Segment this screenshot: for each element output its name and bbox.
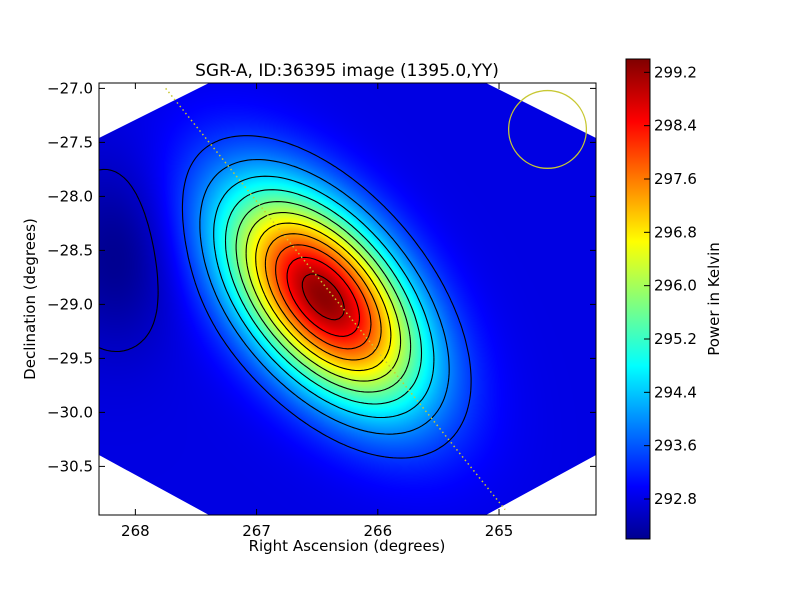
x-tick-label: 266 — [363, 522, 392, 540]
colorbar-tick-label: 292.8 — [654, 490, 697, 508]
contour-level — [235, 201, 412, 393]
colorbar-bar — [625, 58, 651, 540]
colorbar-tick-label: 298.4 — [654, 117, 697, 135]
contour-lines — [99, 135, 472, 459]
y-tick-label: −27.5 — [47, 133, 93, 151]
y-tick-label: −30.5 — [47, 457, 93, 475]
y-tick-label: −28.0 — [47, 187, 93, 205]
y-tick-label: −28.5 — [47, 241, 93, 259]
y-tick-label: −29.0 — [47, 295, 93, 313]
contour-level — [275, 244, 372, 350]
colorbar-tick-label: 296.8 — [654, 223, 697, 241]
colorbar-tick-label: 297.6 — [654, 170, 697, 188]
colorbar-tick-label: 293.6 — [654, 437, 697, 455]
contour-level — [99, 168, 159, 353]
x-axis-label: Right Ascension (degrees) — [249, 537, 446, 555]
heatmap-image — [99, 83, 596, 515]
colorbar: 299.2 298.4 297.6 296.8 296.0 295.2 294.4 293.6… — [625, 58, 723, 540]
y-tick-label: −29.5 — [47, 349, 93, 367]
x-tick-label: 268 — [121, 522, 150, 540]
x-axis-ticks: 268 267 266 265 — [121, 83, 513, 540]
colorbar-tick-label: 299.2 — [654, 63, 697, 81]
x-tick-label: 267 — [242, 522, 271, 540]
colorbar-tick-label: 295.2 — [654, 330, 697, 348]
y-tick-label: −30.0 — [47, 403, 93, 421]
galactic-plane-line — [165, 87, 506, 511]
heatmap-raster — [99, 83, 596, 515]
chart-title: SGR-A, ID:36395 image (1395.0,YY) — [195, 61, 499, 81]
plot-frame — [98, 82, 597, 516]
contour-level — [199, 159, 450, 435]
colorbar-tick-label: 296.0 — [654, 277, 697, 295]
y-axis-ticks: −27.0 −27.5 −28.0 −28.5 −29.0 −29.5 −30.0 −30.5 — [47, 79, 596, 475]
contour-level — [264, 233, 382, 361]
y-tick-label: −27.0 — [47, 79, 93, 97]
y-axis-label: Declination (degrees) — [21, 218, 39, 380]
contour-level — [301, 273, 345, 321]
contour-level — [255, 222, 392, 372]
contour-level — [224, 189, 423, 405]
beam-circle — [507, 89, 588, 169]
contour-level — [213, 175, 435, 419]
colorbar-tick-label: 294.4 — [654, 383, 697, 401]
colorbar-ticks: 299.2 298.4 297.6 296.8 296.0 295.2 294.4 293.6… — [644, 63, 697, 508]
colorbar-label: Power in Kelvin — [705, 242, 723, 356]
x-tick-label: 265 — [485, 522, 514, 540]
contour-level — [181, 135, 472, 459]
